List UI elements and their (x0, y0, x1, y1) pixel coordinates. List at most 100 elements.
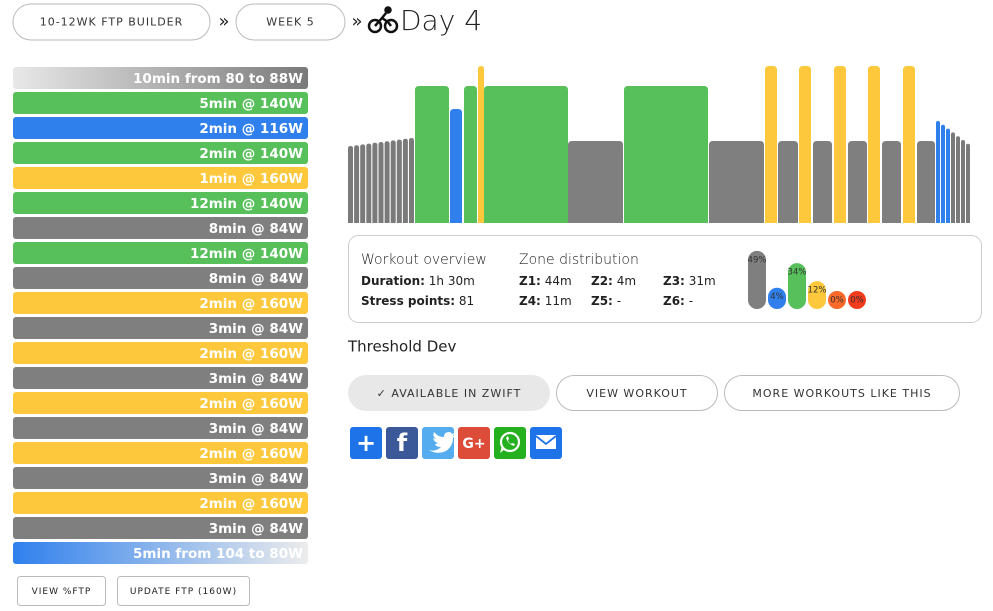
button-text: VIEW %FTP (32, 587, 92, 597)
overview-title: Workout overview (361, 252, 487, 268)
duration-value: 1h 30m (429, 274, 475, 288)
whatsapp-icon (506, 436, 515, 446)
share-icon: + (356, 429, 376, 457)
stress-value: 81 (459, 294, 474, 308)
graph-bar (946, 128, 950, 223)
graph-bar (765, 66, 777, 223)
interval-row (13, 417, 308, 439)
zone-label: Z5: (591, 294, 613, 308)
interval-label: 3min @ 84W (209, 471, 303, 487)
interval-label: 2min @ 160W (199, 346, 303, 362)
interval-row (13, 292, 308, 314)
interval-row (13, 117, 308, 139)
more-workouts-button[interactable] (724, 375, 960, 411)
button-text: MORE WORKOUTS LIKE THIS (752, 387, 931, 400)
duration: Duration: 1h 30m (361, 274, 475, 288)
zone-percent: 4% (770, 292, 784, 302)
share-button[interactable] (494, 427, 526, 459)
breadcrumb-text: 10-12WK FTP BUILDER (40, 16, 184, 29)
zone-label: Z3: (663, 274, 685, 288)
graph-bar (372, 142, 378, 223)
interval-label: 3min @ 84W (209, 521, 303, 537)
interval-label: 2min @ 116W (199, 121, 303, 137)
graph-bar (709, 141, 764, 223)
interval-row (13, 467, 308, 489)
graph-bar (813, 141, 832, 223)
graph-bar (450, 109, 462, 223)
zone-bar (768, 287, 786, 309)
zone-time: 11m (545, 294, 572, 308)
zone-item: Z5: - (591, 294, 621, 308)
interval-row (13, 67, 308, 89)
interval-label: 12min @ 140W (190, 196, 303, 212)
graph-bar (390, 140, 396, 223)
graph-bar (917, 141, 935, 223)
graph-bar (568, 141, 623, 223)
zone-label: Z1: (519, 274, 541, 288)
interval-row (13, 442, 308, 464)
share-icon: G+ (462, 436, 485, 452)
interval-row (13, 142, 308, 164)
page-title: Day 4 (400, 4, 482, 37)
workout-graph (348, 66, 970, 223)
zwift-button[interactable] (348, 375, 550, 411)
interval-row (13, 342, 308, 364)
share-icon: f (397, 429, 408, 457)
interval-row (13, 392, 308, 414)
graph-bar (354, 145, 360, 223)
view-workout-button[interactable] (556, 375, 718, 411)
graph-bar (882, 141, 901, 223)
interval-row (13, 492, 308, 514)
zone-percent: 0% (830, 296, 844, 306)
graph-bar (366, 143, 372, 223)
graph-bar (348, 146, 353, 223)
interval-label: 10min from 80 to 88W (133, 71, 303, 87)
graph-bar (384, 141, 390, 223)
breadcrumb-button[interactable] (235, 3, 346, 41)
zone-bar (788, 263, 806, 309)
share-button[interactable] (458, 427, 490, 459)
interval-label: 8min @ 84W (209, 271, 303, 287)
zone-item: Z4: 11m (519, 294, 572, 308)
graph-bar (464, 86, 477, 223)
breadcrumb-text: WEEK 5 (266, 16, 315, 29)
interval-label: 2min @ 140W (199, 146, 303, 162)
zone-time: - (689, 294, 693, 308)
interval-row (13, 542, 308, 564)
interval-label: 3min @ 84W (209, 371, 303, 387)
interval-label: 1min @ 160W (199, 171, 303, 187)
zone-time: 31m (689, 274, 716, 288)
interval-label: 5min @ 140W (199, 96, 303, 112)
whatsapp-icon (500, 446, 505, 453)
separator: » (218, 11, 229, 32)
graph-bar (415, 86, 449, 223)
graph-bar (951, 132, 955, 223)
bike-icon (367, 6, 399, 34)
workout-name: Threshold Dev (347, 338, 456, 356)
interval-row (13, 192, 308, 214)
zone-item: Z1: 44m (519, 274, 572, 288)
graph-bar (966, 143, 970, 223)
stress: Stress points: 81 (361, 294, 474, 308)
graph-bar (624, 86, 708, 223)
breadcrumb-button[interactable] (12, 3, 211, 41)
zone-label: Z6: (663, 294, 685, 308)
zone-bar (828, 291, 846, 309)
zone-item: Z2: 4m (591, 274, 636, 288)
update-ftp-button[interactable] (117, 576, 250, 606)
graph-bar (396, 139, 402, 223)
graph-bar (378, 142, 384, 223)
graph-bar (868, 66, 880, 223)
interval-label: 8min @ 84W (209, 221, 303, 237)
zone-bar (808, 281, 826, 309)
interval-label: 12min @ 140W (190, 246, 303, 262)
share-button[interactable] (350, 427, 382, 459)
share-button[interactable] (386, 427, 418, 459)
graph-bar (956, 136, 960, 223)
interval-row (13, 267, 308, 289)
graph-bar (799, 66, 811, 223)
zone-time: - (617, 294, 621, 308)
view-ftp-button[interactable] (17, 576, 106, 606)
button-text: UPDATE FTP (160W) (130, 587, 237, 597)
